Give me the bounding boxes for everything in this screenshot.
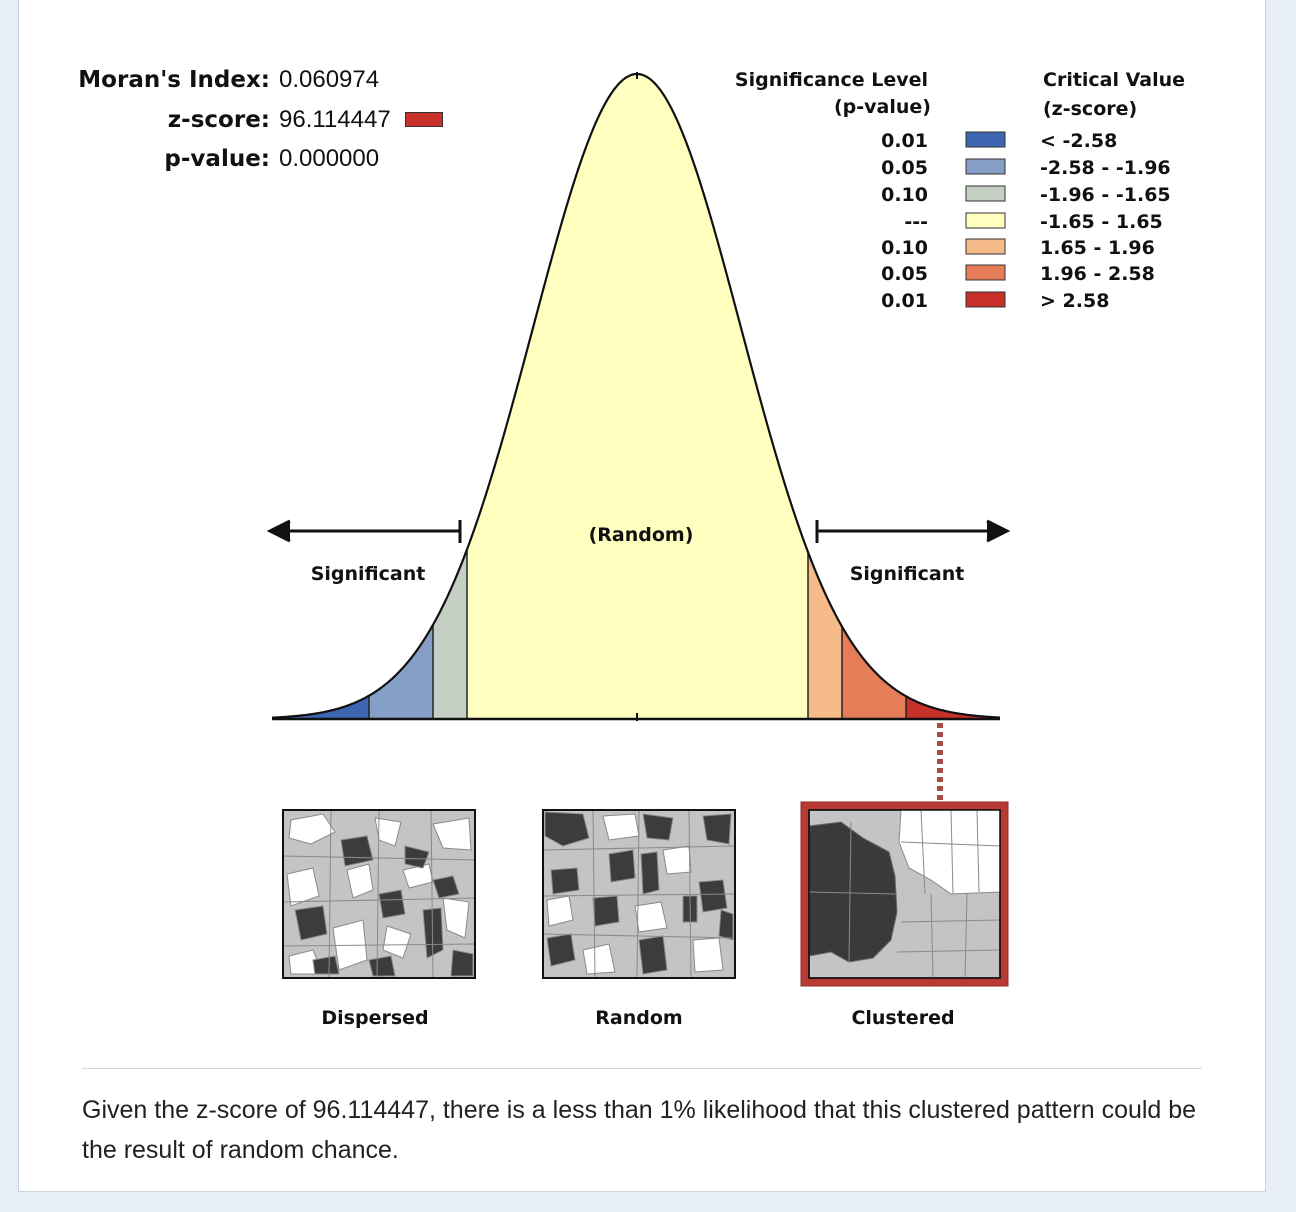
legend-p-value: 0.05 [881, 263, 928, 285]
legend-row: 0.05 1.96 - 2.58 [881, 263, 1155, 285]
legend-rows: 0.01 < -2.58 0.05 -2.58 - -1.96 0.10 -1.96 - … [881, 130, 1171, 312]
z-score-value: 96.114447 [279, 106, 391, 133]
legend-swatch [965, 291, 1006, 308]
statistics-summary: Moran's Index: 0.060974 z-score: 96.1144… [0, 0, 1296, 200]
tail-fill-right-001 [906, 696, 1000, 719]
legend-row: 0.01 > 2.58 [881, 290, 1109, 312]
legend-p-value: 0.10 [881, 184, 928, 206]
legend-p-value: 0.05 [881, 157, 928, 179]
z-score-swatch [405, 112, 443, 127]
legend-z-range: -2.58 - -1.96 [1040, 157, 1171, 179]
section-divider [82, 1068, 1202, 1069]
dispersed-map [282, 809, 476, 979]
legend-z-range: 1.96 - 2.58 [1040, 263, 1155, 285]
legend-swatch [965, 158, 1006, 175]
legend-swatch [965, 131, 1006, 148]
clustered-map [800, 801, 1009, 987]
random-region-fill [467, 74, 808, 719]
dispersed-label: Dispersed [321, 1007, 428, 1029]
z-score-label: z-score: [167, 107, 270, 133]
legend-z-range: -1.96 - -1.65 [1040, 184, 1171, 206]
tail-fill-right-010 [808, 552, 842, 719]
legend-row: 0.10 -1.96 - -1.65 [881, 184, 1171, 206]
left-arrow-icon [266, 519, 462, 543]
conclusion-text: Given the z-score of 96.114447, there is… [82, 1096, 1197, 1164]
legend-swatch [965, 185, 1006, 202]
morans-index-value: 0.060974 [279, 66, 380, 93]
legend-swatch [965, 238, 1006, 255]
random-label: (Random) [589, 524, 694, 546]
legend-p-value: 0.01 [881, 130, 928, 152]
legend-p-value: 0.10 [881, 237, 928, 259]
legend-z-range: > 2.58 [1040, 290, 1109, 312]
legend-row: 0.01 < -2.58 [881, 130, 1117, 152]
tail-fill-left-010 [433, 549, 467, 719]
legend-row: --- -1.65 - 1.65 [904, 211, 1162, 233]
significant-left-label: Significant [311, 563, 426, 585]
band-separators [368, 549, 907, 719]
legend-critical-header-line1: Critical Value [1043, 69, 1185, 91]
legend-z-range: < -2.58 [1040, 130, 1117, 152]
legend-swatch [965, 212, 1006, 229]
legend-significance-header-line1: Significance Level [735, 69, 928, 91]
legend-z-range: -1.65 - 1.65 [1040, 211, 1163, 233]
legend-row: 0.10 1.65 - 1.96 [881, 237, 1155, 259]
p-value-label: p-value: [164, 146, 270, 172]
significant-right-label: Significant [850, 563, 965, 585]
clustered-label: Clustered [851, 1007, 954, 1029]
p-value-value: 0.000000 [279, 145, 380, 172]
legend-swatch [965, 264, 1006, 281]
tail-fill-left-001 [272, 695, 369, 719]
legend-p-value: 0.01 [881, 290, 928, 312]
legend-row: 0.05 -2.58 - -1.96 [881, 157, 1171, 179]
tail-fill-left-005 [369, 624, 433, 719]
tail-fill-right-005 [842, 626, 906, 719]
morans-index-label: Moran's Index: [78, 67, 270, 93]
legend-significance-header-line2: (p-value) [834, 96, 931, 118]
legend-critical-header-line2: (z-score) [1043, 98, 1137, 120]
legend-p-value: --- [904, 211, 928, 233]
legend-z-range: 1.65 - 1.96 [1040, 237, 1155, 259]
random-map [542, 809, 736, 979]
right-arrow-icon [815, 519, 1011, 543]
random-map-label: Random [595, 1007, 682, 1029]
